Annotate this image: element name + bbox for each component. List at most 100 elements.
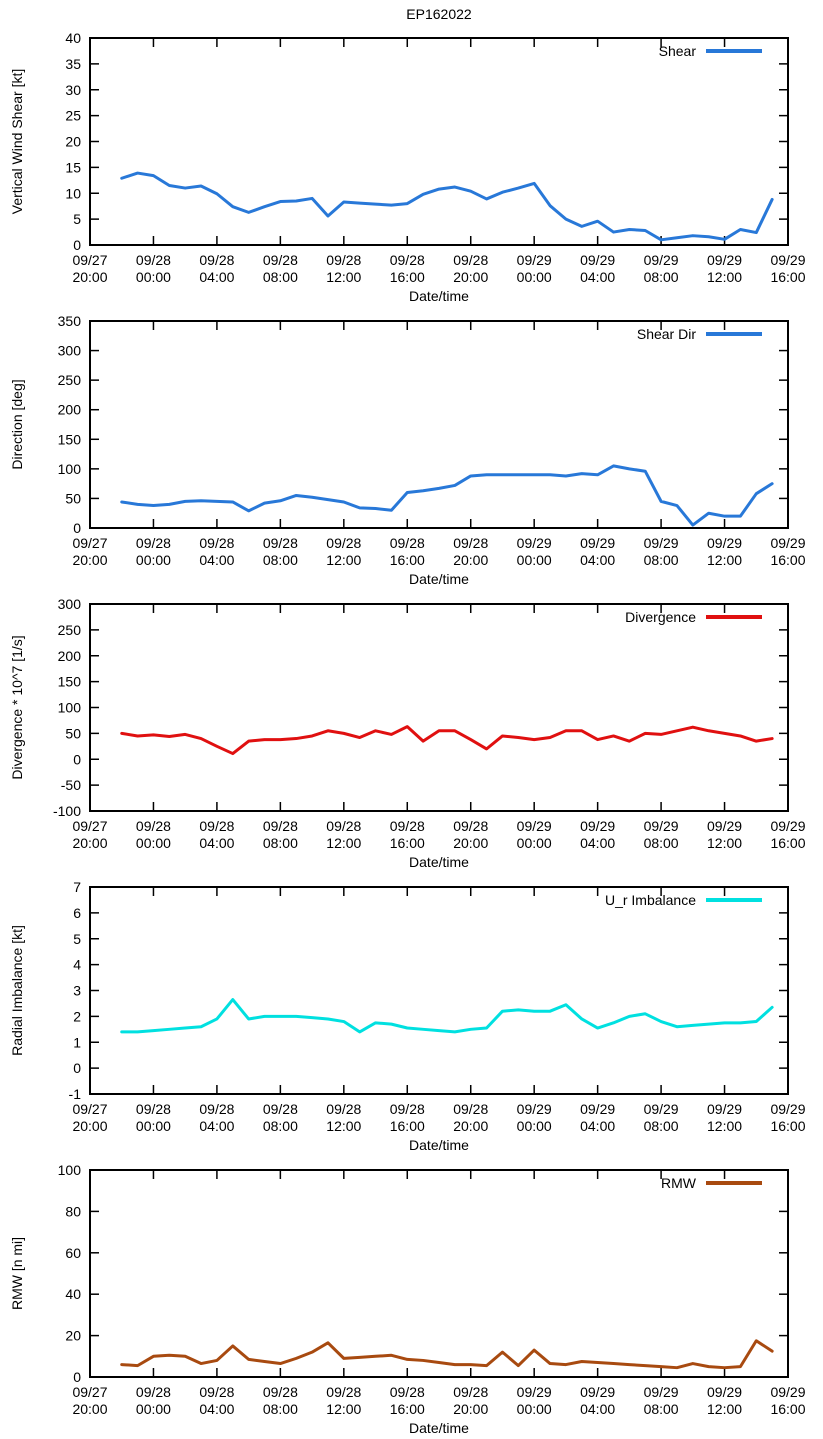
x-tick-label-time: 04:00 [580, 269, 615, 285]
x-tick-label-time: 08:00 [644, 269, 679, 285]
x-tick-label-date: 09/29 [644, 1384, 679, 1400]
y-tick-label: 0 [73, 751, 81, 767]
x-tick-label-date: 09/28 [199, 1384, 234, 1400]
x-tick-label-date: 09/29 [770, 1101, 805, 1117]
x-tick-label-time: 00:00 [517, 1401, 552, 1417]
chart-title: EP162022 [406, 6, 472, 22]
x-tick-label-date: 09/27 [72, 535, 107, 551]
x-tick-label-time: 16:00 [390, 269, 425, 285]
y-tick-label: -100 [53, 803, 81, 819]
data-line-shear-dir [120, 464, 774, 527]
x-tick-label-date: 09/27 [72, 1101, 107, 1117]
chart-panels: 0 5 10 15 20 25 30 35 40 09/27 20:00 09/28 00:00 09/2… [0, 24, 823, 1439]
chart-panel-divergence: -100-5005010015020025030009/2720:0009/28… [9, 596, 806, 870]
plot-border [89, 37, 789, 246]
x-tick-label-date: 09/29 [580, 818, 615, 834]
x-tick-label-time: 00:00 [517, 552, 552, 568]
x-tick-label-date: 09/29 [770, 535, 805, 551]
y-tick-label: 300 [58, 596, 82, 612]
x-tick-label-date: 09/28 [199, 1101, 234, 1117]
x-tick-label-time: 12:00 [707, 1118, 742, 1134]
x-tick-label-time: 08:00 [644, 552, 679, 568]
x-tick-label-date: 09/28 [199, 535, 234, 551]
x-tick-label-time: 20:00 [72, 1118, 107, 1134]
x-tick-label-time: 00:00 [136, 835, 171, 851]
x-tick-label-date: 09/28 [326, 818, 361, 834]
x-tick-label-date: 09/29 [707, 1101, 742, 1117]
x-tick-label-time: 08:00 [263, 552, 298, 568]
x-tick-label-date: 09/28 [136, 1384, 171, 1400]
y-tick-label: 0 [73, 520, 81, 536]
x-tick-label-time: 20:00 [453, 269, 488, 285]
x-tick-label-time: 04:00 [199, 269, 234, 285]
x-tick-label-time: 20:00 [72, 269, 107, 285]
legend-label: RMW [661, 1175, 697, 1191]
x-tick-label-time: 04:00 [199, 552, 234, 568]
x-tick-label-time: 20:00 [72, 552, 107, 568]
chart-panel-shear-dir: 05010015020025030035009/2720:0009/2800:0… [9, 313, 806, 587]
y-axis-label: Direction [deg] [9, 379, 25, 469]
x-tick-label-date: 09/29 [770, 1384, 805, 1400]
x-tick-label-date: 09/28 [326, 1101, 361, 1117]
x-tick-label-date: 09/29 [517, 1101, 552, 1117]
x-tick-label-time: 16:00 [390, 1118, 425, 1134]
x-tick-label-date: 09/28 [390, 252, 425, 268]
y-tick-label: 15 [65, 159, 81, 175]
x-tick-label-date: 09/29 [580, 1101, 615, 1117]
x-tick-label-date: 09/28 [326, 1384, 361, 1400]
x-tick-label-date: 09/29 [707, 818, 742, 834]
x-tick-label-time: 12:00 [326, 835, 361, 851]
data-line-radial-imbalance [120, 998, 774, 1034]
x-tick-label-time: 12:00 [326, 1401, 361, 1417]
y-tick-label: 150 [58, 431, 82, 447]
x-axis-label: Date/time [409, 288, 469, 304]
x-tick-label-time: 20:00 [453, 1401, 488, 1417]
y-tick-label: 10 [65, 185, 81, 201]
x-tick-label-time: 12:00 [707, 1401, 742, 1417]
y-tick-label: 60 [65, 1245, 81, 1261]
x-tick-label-date: 09/29 [770, 252, 805, 268]
x-tick-label-date: 09/28 [453, 818, 488, 834]
y-tick-label: 50 [65, 725, 81, 741]
y-tick-label: 250 [58, 372, 82, 388]
x-tick-label-time: 04:00 [199, 1401, 234, 1417]
plot-border [89, 1169, 789, 1378]
x-tick-label-date: 09/28 [263, 1101, 298, 1117]
x-tick-label-date: 09/29 [644, 818, 679, 834]
x-tick-label-time: 16:00 [390, 552, 425, 568]
x-tick-label-date: 09/29 [517, 535, 552, 551]
y-tick-label: 6 [73, 905, 81, 921]
x-tick-label-date: 09/28 [136, 1101, 171, 1117]
x-tick-label-time: 16:00 [770, 552, 805, 568]
x-tick-label-date: 09/28 [390, 1384, 425, 1400]
x-tick-label-date: 09/28 [390, 818, 425, 834]
x-axis-label: Date/time [409, 1420, 469, 1436]
y-tick-label: 40 [65, 30, 81, 46]
y-tick-label: 80 [65, 1203, 81, 1219]
y-tick-label: 7 [73, 879, 81, 895]
data-line-shear [120, 171, 774, 242]
x-tick-label-date: 09/29 [770, 818, 805, 834]
y-tick-label: 300 [58, 343, 82, 359]
y-tick-label: 350 [58, 313, 82, 329]
y-tick-label: 0 [73, 1369, 81, 1385]
y-tick-label: 20 [65, 1328, 81, 1344]
x-tick-label-date: 09/28 [263, 1384, 298, 1400]
x-tick-label-time: 20:00 [453, 835, 488, 851]
x-tick-label-date: 09/29 [707, 535, 742, 551]
y-axis-label: RMW [n mi] [9, 1237, 25, 1310]
x-tick-label-time: 04:00 [580, 1118, 615, 1134]
x-tick-label-time: 00:00 [136, 1118, 171, 1134]
x-tick-label-date: 09/28 [453, 1384, 488, 1400]
x-tick-label-time: 08:00 [263, 269, 298, 285]
y-tick-label: 200 [58, 648, 82, 664]
y-tick-label: 250 [58, 622, 82, 638]
x-tick-label-date: 09/29 [707, 1384, 742, 1400]
y-tick-label: 2 [73, 1008, 81, 1024]
x-tick-label-date: 09/28 [326, 252, 361, 268]
y-tick-label: 150 [58, 674, 82, 690]
y-tick-label: 100 [58, 1162, 82, 1178]
x-tick-label-time: 08:00 [644, 1118, 679, 1134]
y-tick-label: 5 [73, 211, 81, 227]
x-tick-label-date: 09/29 [517, 818, 552, 834]
